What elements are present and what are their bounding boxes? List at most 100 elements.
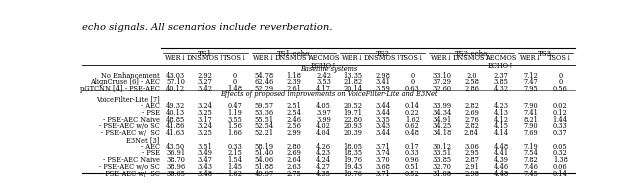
Text: 58.19: 58.19 (255, 143, 274, 151)
Text: - PSE-AEC w/  SC: - PSE-AEC w/ SC (101, 129, 160, 137)
Text: DNSMOS↑: DNSMOS↑ (186, 54, 224, 62)
Text: 54.78: 54.78 (255, 72, 274, 80)
Text: 0.51: 0.51 (405, 163, 420, 171)
Text: 19.76: 19.76 (344, 169, 363, 178)
Text: 2.91: 2.91 (464, 163, 479, 171)
Text: TS2: TS2 (376, 50, 390, 58)
Text: 3.85: 3.85 (493, 79, 509, 86)
Text: 2.87: 2.87 (464, 156, 479, 164)
Text: 31.08: 31.08 (433, 169, 451, 178)
Text: 4.02: 4.02 (316, 122, 331, 130)
Text: 0.37: 0.37 (553, 129, 568, 137)
Text: 52.54: 52.54 (255, 122, 274, 130)
Text: 4.04: 4.04 (316, 129, 331, 137)
Text: 3.06: 3.06 (464, 143, 479, 151)
Text: 51.88: 51.88 (255, 163, 274, 171)
Text: 18.05: 18.05 (344, 143, 363, 151)
Text: 7.95: 7.95 (524, 85, 538, 93)
Text: 2.98: 2.98 (464, 169, 479, 178)
Text: 0.33: 0.33 (553, 122, 568, 130)
Text: 0.52: 0.52 (405, 169, 420, 178)
Text: - PSE-AEC w/o SC: - PSE-AEC w/o SC (99, 122, 160, 130)
Text: 7.41: 7.41 (523, 109, 538, 117)
Text: 0.62: 0.62 (405, 122, 420, 130)
Text: 3.71: 3.71 (375, 169, 390, 178)
Text: 1.18: 1.18 (287, 72, 301, 80)
Text: 20.14: 20.14 (344, 85, 363, 93)
Text: 2.99: 2.99 (287, 129, 301, 137)
Text: 43.03: 43.03 (166, 72, 185, 80)
Text: 3.25: 3.25 (198, 129, 212, 137)
Text: 3.74: 3.74 (375, 149, 390, 157)
Text: - PSE-AEC w/o SC: - PSE-AEC w/o SC (99, 163, 160, 171)
Text: 4.26: 4.26 (316, 143, 331, 151)
Text: 32.70: 32.70 (433, 163, 451, 171)
Text: 4.17: 4.17 (316, 85, 331, 93)
Text: 7.54: 7.54 (523, 149, 538, 157)
Text: 2.95: 2.95 (464, 149, 479, 157)
Text: 3.55: 3.55 (227, 116, 243, 124)
Text: TS1-echo: TS1-echo (277, 50, 310, 58)
Text: 38.05: 38.05 (166, 169, 185, 178)
Text: 7.47: 7.47 (524, 79, 538, 86)
Text: 1.38: 1.38 (553, 156, 568, 164)
Text: 4.14: 4.14 (493, 129, 509, 137)
Text: 1.62: 1.62 (227, 169, 243, 178)
Text: echo signals. All scenarios include reverberation.: echo signals. All scenarios include reve… (83, 23, 333, 32)
Text: 0: 0 (558, 79, 563, 86)
Text: 2.82: 2.82 (464, 122, 479, 130)
Text: AECMOS
ECHO↑: AECMOS ECHO↑ (308, 54, 339, 70)
Text: 0.63: 0.63 (405, 85, 420, 93)
Text: 3.44: 3.44 (375, 109, 390, 117)
Text: 3.48: 3.48 (198, 169, 212, 178)
Text: 4.23: 4.23 (316, 149, 331, 157)
Text: 53.36: 53.36 (255, 109, 274, 117)
Text: 3.44: 3.44 (375, 129, 390, 137)
Text: 33.85: 33.85 (433, 156, 451, 164)
Text: 2.42: 2.42 (316, 72, 331, 80)
Text: 20.39: 20.39 (344, 129, 363, 137)
Text: 2.69: 2.69 (287, 149, 301, 157)
Text: 55.51: 55.51 (255, 116, 274, 124)
Text: 4.48: 4.48 (493, 169, 509, 178)
Text: 0: 0 (558, 72, 563, 80)
Text: 20.93: 20.93 (344, 122, 363, 130)
Text: 22.80: 22.80 (344, 116, 363, 124)
Text: 4.05: 4.05 (316, 102, 331, 110)
Text: DNSMOS↑: DNSMOS↑ (452, 54, 490, 62)
Text: 34.91: 34.91 (432, 116, 451, 124)
Text: 3.71: 3.71 (375, 143, 390, 151)
Text: TSOS↓: TSOS↓ (400, 54, 424, 62)
Text: 49.32: 49.32 (166, 102, 185, 110)
Text: WER↓: WER↓ (253, 54, 275, 62)
Text: 4.39: 4.39 (493, 156, 509, 164)
Text: 49.97: 49.97 (255, 169, 274, 178)
Text: 34.34: 34.34 (432, 109, 452, 117)
Text: 52.21: 52.21 (255, 129, 274, 137)
Text: 2.98: 2.98 (375, 72, 390, 80)
Text: 2.61: 2.61 (287, 85, 301, 93)
Text: 0.96: 0.96 (405, 156, 420, 164)
Text: 62.46: 62.46 (255, 79, 274, 86)
Text: - PSE: - PSE (141, 109, 160, 117)
Text: VoiceFilter-Lite [7]: VoiceFilter-Lite [7] (96, 95, 160, 103)
Text: 3.17: 3.17 (198, 116, 212, 124)
Text: 1.44: 1.44 (553, 116, 568, 124)
Text: 1.19: 1.19 (227, 109, 243, 117)
Text: AECMOS
ECHO↑: AECMOS ECHO↑ (485, 54, 516, 70)
Text: 36.91: 36.91 (166, 149, 185, 157)
Text: 2.58: 2.58 (464, 79, 479, 86)
Text: 3.42: 3.42 (198, 85, 212, 93)
Text: 7.12: 7.12 (524, 72, 538, 80)
Text: 2.54: 2.54 (287, 109, 301, 117)
Text: 0.14: 0.14 (553, 169, 568, 178)
Text: 32.60: 32.60 (433, 85, 451, 93)
Text: 0.47: 0.47 (227, 102, 242, 110)
Text: 18.35: 18.35 (344, 149, 363, 157)
Text: 0.17: 0.17 (405, 143, 420, 151)
Text: 7.69: 7.69 (524, 129, 538, 137)
Text: 1.45: 1.45 (227, 163, 243, 171)
Text: - PSE: - PSE (141, 149, 160, 157)
Text: 1.66: 1.66 (227, 129, 243, 137)
Text: WER↓: WER↓ (520, 54, 541, 62)
